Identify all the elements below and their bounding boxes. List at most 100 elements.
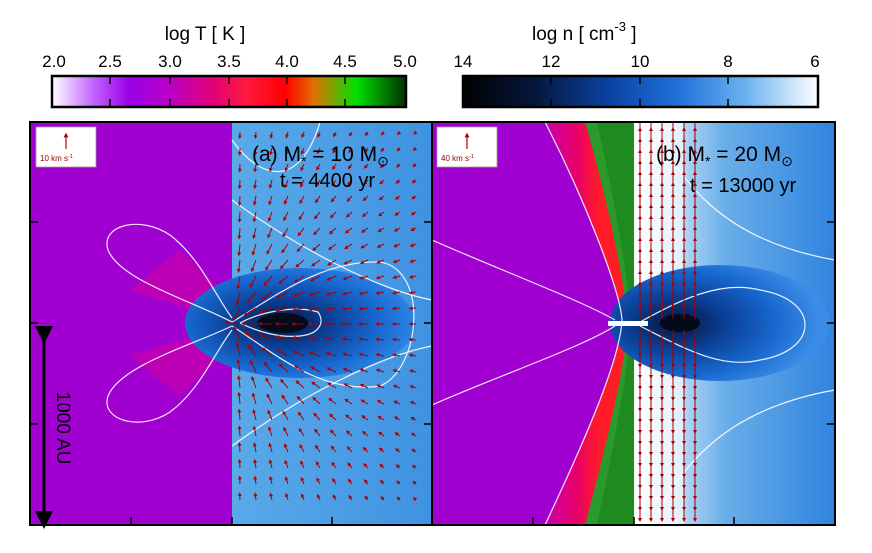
panel-a-time: t = 4400 yr bbox=[280, 170, 375, 192]
velocity-arrow bbox=[380, 495, 385, 501]
velocity-arrow bbox=[259, 334, 273, 341]
panel-b-velocity-field bbox=[638, 122, 697, 522]
velocity-arrow bbox=[252, 195, 257, 206]
velocity-arrow bbox=[269, 475, 273, 485]
velocity-arrow bbox=[392, 259, 401, 264]
temperature-tick-label: 3.0 bbox=[158, 52, 182, 71]
velocity-arrow bbox=[300, 460, 305, 469]
velocity-arrow bbox=[281, 394, 289, 405]
velocity-arrow bbox=[233, 326, 241, 341]
velocity-arrow bbox=[325, 291, 337, 296]
temperature-colorbar: log T [ K ] 2.0 2.5 3.0 3.5 4.0 4.5 5.0 bbox=[42, 24, 417, 109]
velocity-arrow bbox=[375, 275, 385, 280]
velocity-arrow bbox=[294, 365, 305, 373]
velocity-arrow bbox=[378, 431, 385, 437]
velocity-arrow bbox=[342, 275, 353, 281]
velocity-arrow bbox=[377, 211, 385, 217]
velocity-arrow bbox=[408, 353, 417, 358]
velocity-arrow bbox=[378, 195, 385, 201]
velocity-arrow bbox=[412, 163, 417, 168]
velocity-arrow bbox=[360, 243, 369, 249]
velocity-arrow bbox=[332, 477, 337, 485]
velocity-arrow bbox=[396, 163, 401, 168]
velocity-arrow bbox=[344, 398, 353, 405]
velocity-arrow bbox=[347, 478, 353, 485]
velocity-arrow bbox=[266, 393, 273, 405]
velocity-arrow bbox=[409, 243, 417, 247]
velocity-arrow bbox=[269, 492, 274, 501]
panel-a bbox=[30, 122, 432, 525]
velocity-arrow bbox=[325, 351, 337, 357]
velocity-arrow bbox=[312, 243, 321, 252]
velocity-arrow bbox=[295, 259, 305, 268]
panel-b-velocity-key: 40 km s-1 bbox=[436, 126, 498, 168]
velocity-arrow bbox=[237, 425, 242, 437]
velocity-arrow bbox=[285, 131, 290, 139]
density-tick-label: 10 bbox=[631, 52, 650, 71]
velocity-arrow bbox=[329, 211, 337, 219]
velocity-arrow bbox=[360, 399, 369, 405]
velocity-arrow bbox=[344, 243, 353, 250]
velocity-arrow bbox=[265, 259, 273, 271]
velocity-arrow bbox=[342, 352, 353, 357]
panel-b bbox=[432, 122, 835, 525]
velocity-arrow bbox=[408, 290, 417, 295]
velocity-arrow bbox=[247, 344, 257, 357]
velocity-arrow bbox=[375, 306, 385, 311]
velocity-arrow bbox=[361, 211, 369, 218]
velocity-arrow bbox=[363, 462, 369, 469]
velocity-arrow bbox=[359, 383, 369, 389]
velocity-arrow bbox=[297, 411, 305, 421]
temperature-colorbar-label: log T [ K ] bbox=[165, 24, 246, 45]
panel-b-time: t = 13000 yr bbox=[690, 175, 797, 197]
velocity-arrow bbox=[359, 259, 369, 264]
velocity-arrow bbox=[392, 384, 401, 389]
velocity-arrow bbox=[411, 464, 417, 469]
velocity-arrow bbox=[312, 396, 321, 405]
velocity-arrow bbox=[391, 306, 401, 311]
velocity-arrow bbox=[364, 495, 369, 501]
velocity-arrow bbox=[408, 337, 417, 342]
velocity-arrow bbox=[361, 227, 369, 233]
velocity-arrow bbox=[328, 397, 337, 405]
velocity-arrow bbox=[237, 227, 242, 240]
velocity-arrow bbox=[263, 275, 273, 287]
velocity-arrow bbox=[251, 376, 257, 389]
velocity-arrow bbox=[378, 447, 385, 453]
velocity-arrow bbox=[253, 147, 258, 156]
velocity-arrow bbox=[412, 480, 417, 485]
velocity-arrow bbox=[236, 358, 241, 373]
velocity-arrow bbox=[314, 428, 321, 437]
velocity-arrow bbox=[358, 352, 369, 357]
velocity-arrow bbox=[411, 179, 417, 184]
velocity-arrow bbox=[392, 368, 401, 373]
velocity-arrow bbox=[311, 381, 321, 389]
velocity-arrow bbox=[345, 430, 353, 437]
velocity-arrow bbox=[341, 306, 353, 311]
velocity-arrow bbox=[376, 259, 385, 264]
velocity-arrow bbox=[331, 179, 337, 187]
velocity-arrow bbox=[346, 446, 353, 453]
velocity-arrow bbox=[300, 179, 305, 188]
panel-a-title: (a) M* = 10 M⊙ bbox=[252, 143, 389, 169]
velocity-arrow bbox=[342, 367, 353, 373]
velocity-arrow bbox=[375, 337, 385, 342]
velocity-arrow bbox=[316, 163, 321, 171]
velocity-arrow bbox=[411, 448, 417, 453]
velocity-arrow bbox=[253, 475, 258, 485]
velocity-arrow bbox=[308, 336, 321, 341]
velocity-arrow bbox=[299, 443, 305, 453]
velocity-arrow bbox=[295, 380, 305, 389]
velocity-arrow bbox=[408, 306, 417, 311]
velocity-arrow bbox=[315, 460, 321, 469]
density-tick-label: 6 bbox=[810, 52, 819, 71]
velocity-arrow bbox=[316, 147, 321, 155]
velocity-arrow bbox=[265, 377, 273, 389]
velocity-arrow bbox=[278, 275, 289, 285]
velocity-arrow bbox=[328, 227, 337, 235]
velocity-arrow bbox=[396, 496, 401, 501]
density-tick-label: 14 bbox=[454, 52, 473, 71]
velocity-arrow bbox=[391, 290, 401, 295]
velocity-arrow bbox=[267, 227, 273, 239]
velocity-arrow bbox=[348, 131, 353, 137]
